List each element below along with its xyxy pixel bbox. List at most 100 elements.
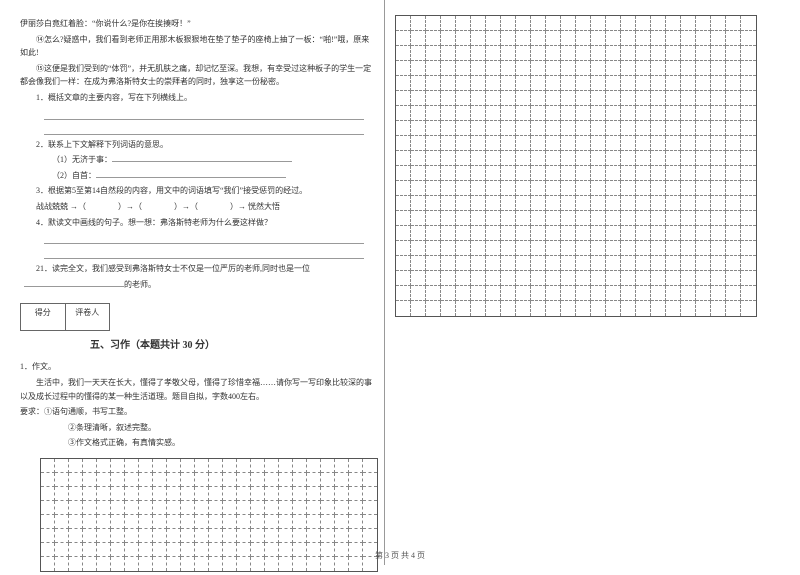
grid-cell[interactable]: [666, 226, 681, 241]
grid-cell[interactable]: [636, 91, 651, 106]
grid-cell[interactable]: [411, 181, 426, 196]
grid-cell[interactable]: [501, 181, 516, 196]
grid-cell[interactable]: [335, 529, 349, 543]
grid-cell[interactable]: [486, 241, 501, 256]
grid-cell[interactable]: [279, 459, 293, 473]
grid-cell[interactable]: [501, 46, 516, 61]
grid-cell[interactable]: [651, 91, 666, 106]
grid-cell[interactable]: [153, 487, 167, 501]
grid-cell[interactable]: [441, 31, 456, 46]
grid-cell[interactable]: [363, 529, 377, 543]
grid-cell[interactable]: [531, 166, 546, 181]
grid-cell[interactable]: [576, 286, 591, 301]
grid-cell[interactable]: [561, 91, 576, 106]
grid-cell[interactable]: [576, 196, 591, 211]
grid-cell[interactable]: [561, 181, 576, 196]
grid-cell[interactable]: [531, 241, 546, 256]
grid-cell[interactable]: [681, 166, 696, 181]
grid-cell[interactable]: [666, 211, 681, 226]
grid-cell[interactable]: [396, 46, 411, 61]
grid-cell[interactable]: [181, 515, 195, 529]
grid-cell[interactable]: [456, 271, 471, 286]
grid-cell[interactable]: [741, 226, 756, 241]
grid-cell[interactable]: [456, 61, 471, 76]
grid-cell[interactable]: [636, 211, 651, 226]
grid-cell[interactable]: [396, 121, 411, 136]
grid-cell[interactable]: [293, 459, 307, 473]
grid-cell[interactable]: [69, 487, 83, 501]
grid-cell[interactable]: [561, 151, 576, 166]
grid-cell[interactable]: [636, 61, 651, 76]
grid-cell[interactable]: [441, 211, 456, 226]
grid-cell[interactable]: [711, 226, 726, 241]
grid-cell[interactable]: [711, 91, 726, 106]
grid-cell[interactable]: [696, 301, 711, 316]
grid-cell[interactable]: [486, 211, 501, 226]
grid-cell[interactable]: [471, 286, 486, 301]
grid-cell[interactable]: [711, 256, 726, 271]
grid-cell[interactable]: [251, 487, 265, 501]
grid-cell[interactable]: [621, 196, 636, 211]
grid-cell[interactable]: [426, 301, 441, 316]
grid-cell[interactable]: [606, 16, 621, 31]
grid-cell[interactable]: [696, 166, 711, 181]
grid-cell[interactable]: [396, 91, 411, 106]
grid-cell[interactable]: [711, 301, 726, 316]
grid-cell[interactable]: [456, 121, 471, 136]
grid-cell[interactable]: [396, 286, 411, 301]
grid-cell[interactable]: [411, 271, 426, 286]
grid-cell[interactable]: [681, 226, 696, 241]
grid-cell[interactable]: [546, 76, 561, 91]
grid-cell[interactable]: [195, 501, 209, 515]
grid-cell[interactable]: [195, 473, 209, 487]
grid-cell[interactable]: [426, 211, 441, 226]
grid-cell[interactable]: [501, 31, 516, 46]
grid-cell[interactable]: [167, 473, 181, 487]
grid-cell[interactable]: [561, 286, 576, 301]
grid-cell[interactable]: [636, 16, 651, 31]
grid-cell[interactable]: [606, 226, 621, 241]
grid-cell[interactable]: [546, 226, 561, 241]
grid-cell[interactable]: [456, 76, 471, 91]
grid-cell[interactable]: [576, 151, 591, 166]
grid-cell[interactable]: [651, 61, 666, 76]
grid-cell[interactable]: [363, 473, 377, 487]
grid-cell[interactable]: [441, 61, 456, 76]
grid-cell[interactable]: [606, 76, 621, 91]
grid-cell[interactable]: [125, 487, 139, 501]
grid-cell[interactable]: [167, 487, 181, 501]
grid-cell[interactable]: [651, 226, 666, 241]
grid-cell[interactable]: [411, 61, 426, 76]
grid-cell[interactable]: [411, 241, 426, 256]
grid-cell[interactable]: [726, 121, 741, 136]
grid-cell[interactable]: [97, 459, 111, 473]
grid-cell[interactable]: [681, 241, 696, 256]
grid-cell[interactable]: [321, 501, 335, 515]
grid-cell[interactable]: [726, 16, 741, 31]
grid-cell[interactable]: [321, 473, 335, 487]
grid-cell[interactable]: [396, 106, 411, 121]
grid-cell[interactable]: [471, 181, 486, 196]
grid-cell[interactable]: [636, 106, 651, 121]
grid-cell[interactable]: [486, 166, 501, 181]
grid-cell[interactable]: [711, 61, 726, 76]
grid-cell[interactable]: [681, 91, 696, 106]
grid-cell[interactable]: [561, 241, 576, 256]
grid-cell[interactable]: [195, 487, 209, 501]
grid-cell[interactable]: [561, 16, 576, 31]
grid-cell[interactable]: [546, 241, 561, 256]
grid-cell[interactable]: [456, 241, 471, 256]
grid-cell[interactable]: [606, 91, 621, 106]
grid-cell[interactable]: [349, 515, 363, 529]
grid-cell[interactable]: [456, 196, 471, 211]
grid-cell[interactable]: [516, 166, 531, 181]
grid-cell[interactable]: [486, 106, 501, 121]
grid-cell[interactable]: [55, 473, 69, 487]
grid-cell[interactable]: [696, 286, 711, 301]
grid-cell[interactable]: [546, 46, 561, 61]
grid-cell[interactable]: [139, 459, 153, 473]
answer-blank[interactable]: [96, 177, 286, 178]
grid-cell[interactable]: [606, 106, 621, 121]
grid-cell[interactable]: [486, 181, 501, 196]
grid-cell[interactable]: [561, 121, 576, 136]
